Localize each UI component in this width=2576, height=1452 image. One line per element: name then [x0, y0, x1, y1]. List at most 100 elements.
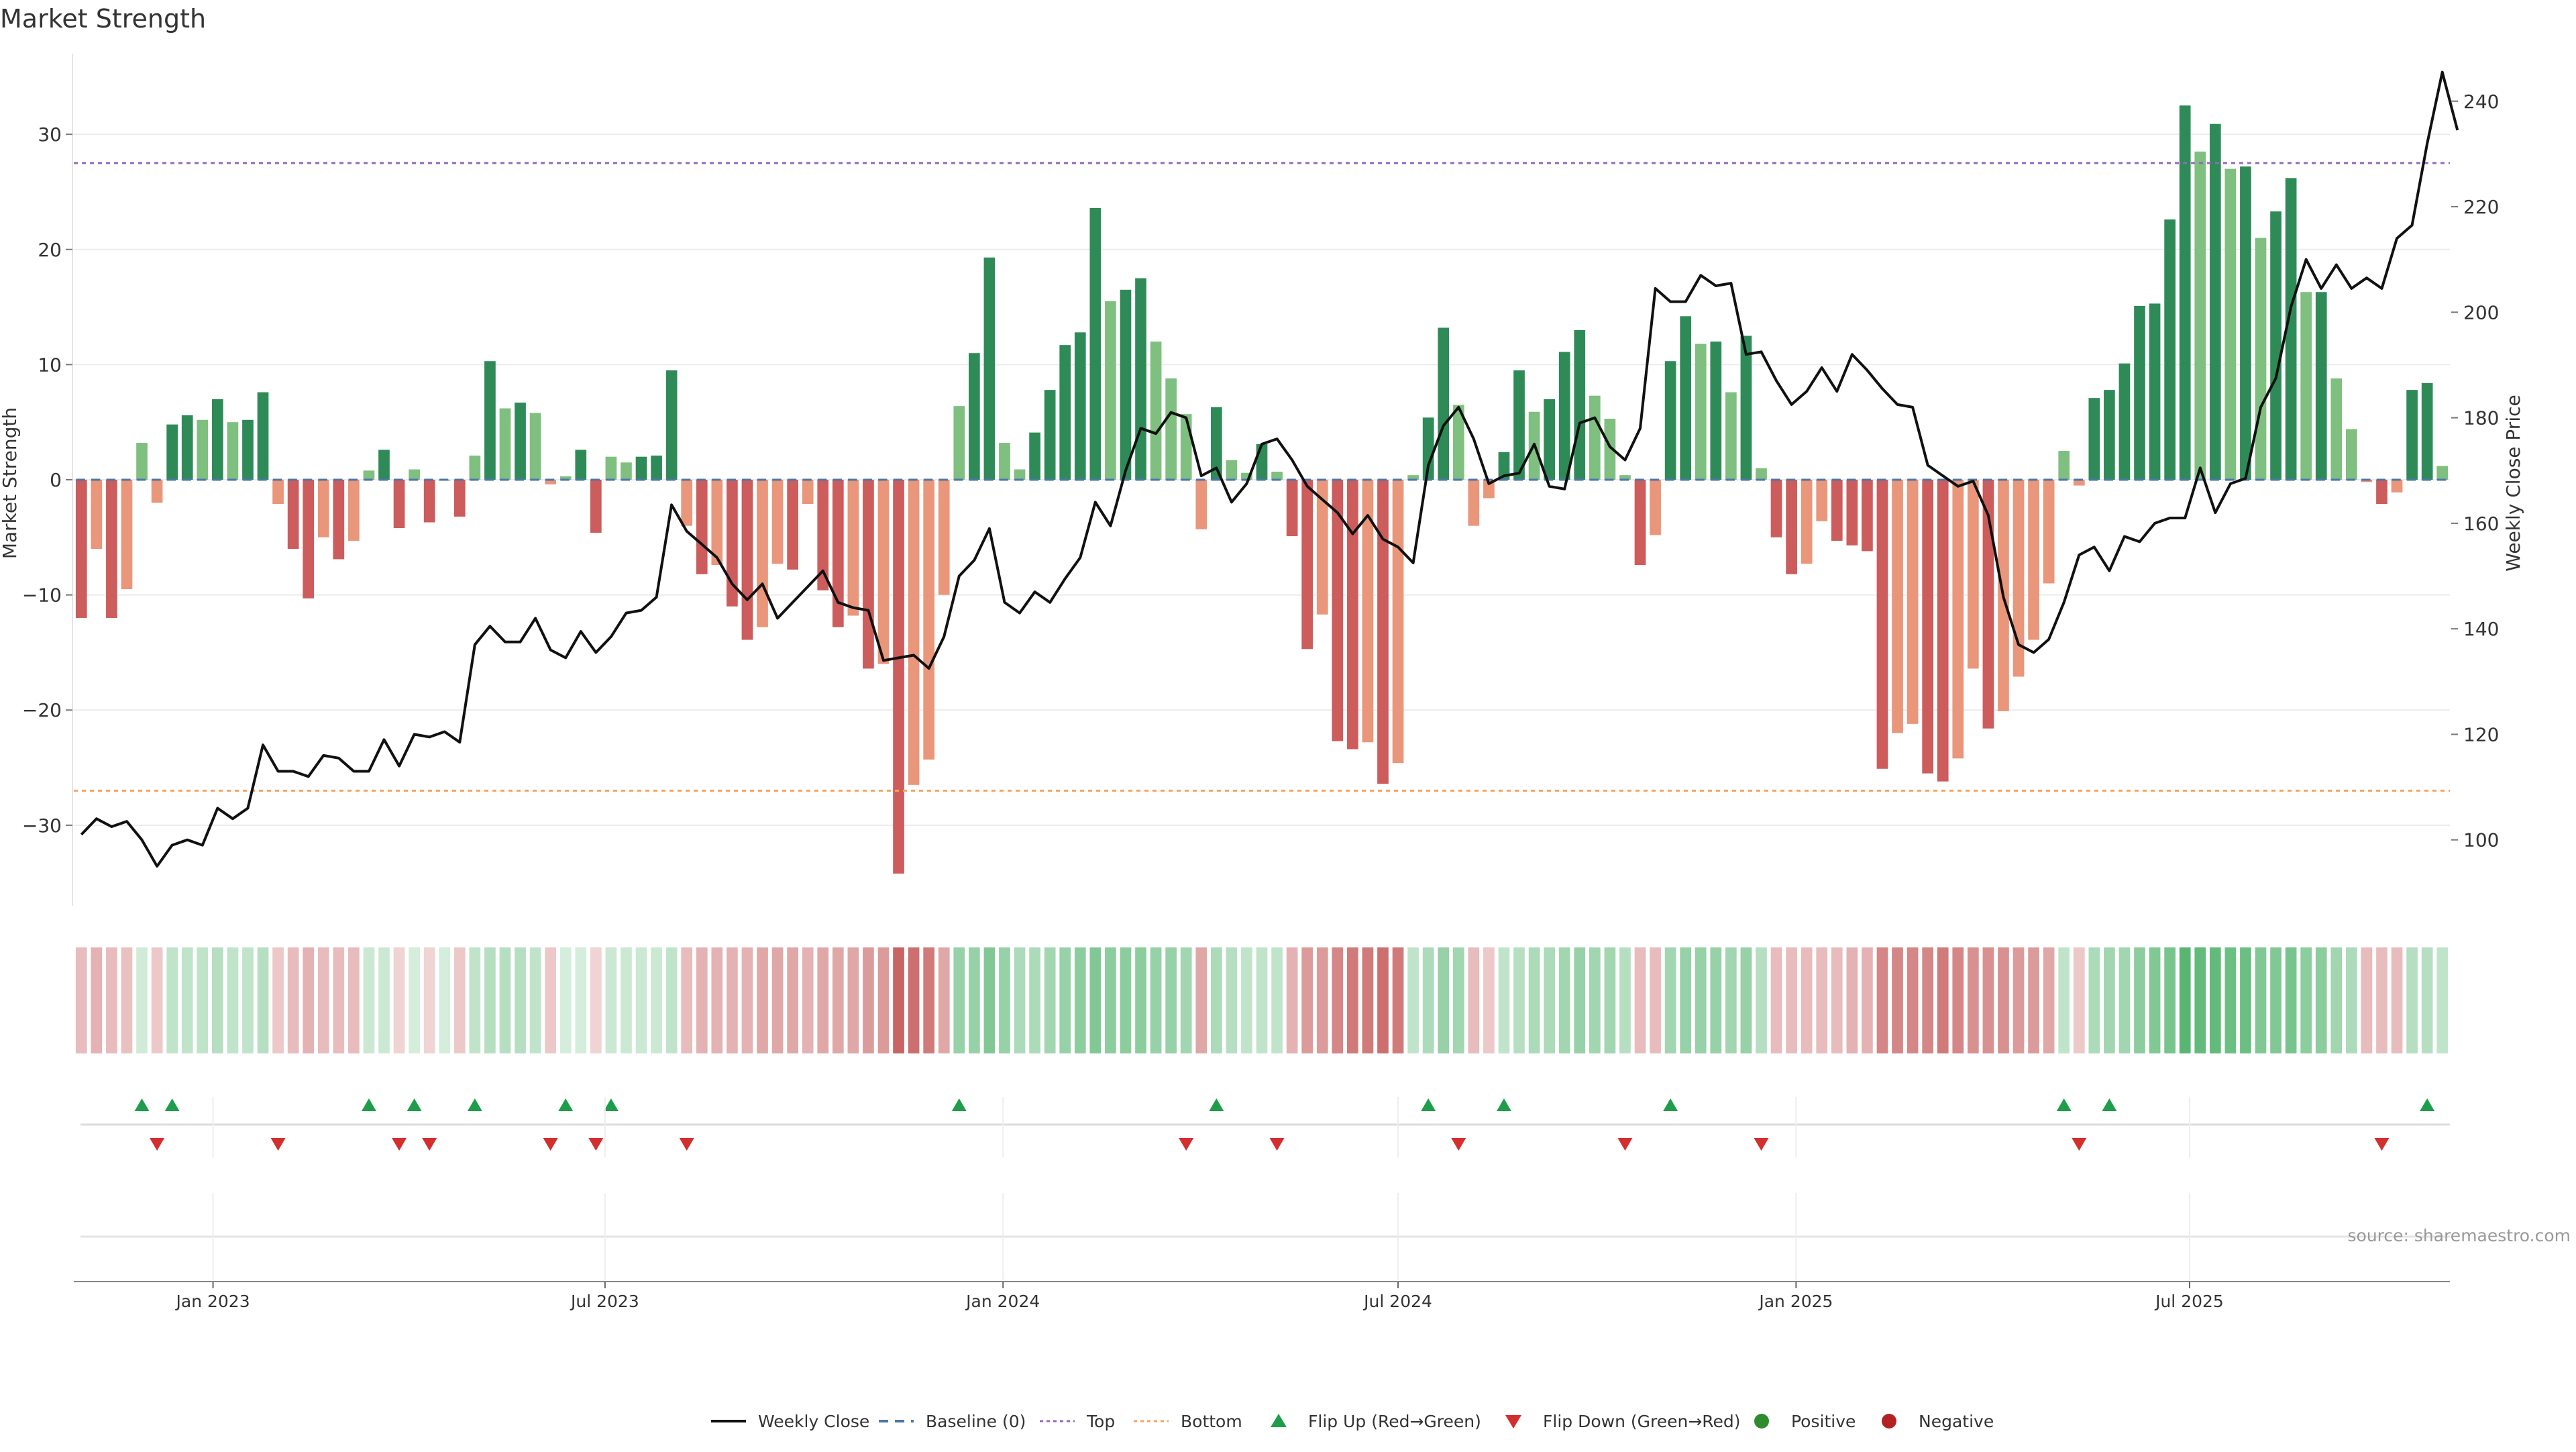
mood-cell — [151, 947, 163, 1053]
mood-cell — [1014, 947, 1026, 1053]
strength-bar — [1786, 480, 1797, 574]
x-tick-label: Jul 2025 — [2154, 1292, 2224, 1311]
mood-cell — [257, 947, 269, 1053]
flip-down-marker — [150, 1138, 165, 1151]
flip-down-marker — [543, 1138, 558, 1151]
legend-label: Positive — [1791, 1412, 1856, 1431]
strength-bar — [1407, 475, 1419, 480]
strength-bar — [2028, 480, 2039, 640]
mood-cell — [303, 947, 315, 1053]
strength-bar — [484, 361, 496, 480]
strength-bar — [272, 480, 284, 505]
strength-bar — [1846, 480, 1858, 546]
mood-cell — [121, 947, 133, 1053]
strength-bar — [2421, 382, 2433, 480]
right-tick-label: 180 — [2463, 407, 2499, 429]
legend-item-flip-down-green-red[interactable]: Flip Down (Green→Red) — [1505, 1412, 1741, 1431]
legend-item-flip-up-red-green[interactable]: Flip Up (Red→Green) — [1271, 1412, 1481, 1431]
mood-cell — [272, 947, 284, 1053]
mood-cell — [106, 947, 117, 1053]
legend-swatch-flip-down — [1505, 1415, 1521, 1429]
mood-cell — [211, 947, 223, 1053]
flip-down-marker — [422, 1138, 437, 1151]
legend-item-weekly-close[interactable]: Weekly Close — [711, 1412, 869, 1431]
strength-bar — [1907, 480, 1919, 724]
mood-cell — [1135, 947, 1146, 1053]
flip-down-marker — [2374, 1138, 2390, 1151]
mood-cell — [166, 947, 178, 1053]
strength-bar — [635, 456, 647, 480]
legend-item-top[interactable]: Top — [1040, 1412, 1115, 1431]
strength-bar — [166, 424, 178, 480]
legend-item-positive[interactable]: Positive — [1754, 1412, 1856, 1431]
right-tick-label: 220 — [2463, 196, 2499, 218]
mood-cell — [2058, 947, 2070, 1053]
strength-bar — [453, 480, 466, 517]
mood-cell — [741, 947, 753, 1053]
mood-cell — [863, 947, 874, 1053]
strength-bar — [1725, 392, 1737, 480]
strength-bar — [211, 399, 223, 480]
legend-label: Flip Up (Red→Green) — [1308, 1412, 1481, 1431]
strength-bar — [1059, 345, 1071, 480]
mood-cell — [469, 947, 481, 1053]
strength-bar — [1377, 480, 1389, 784]
mood-cell — [1347, 947, 1358, 1053]
left-tick-label: −10 — [22, 584, 62, 607]
flip-down-marker — [1617, 1138, 1633, 1151]
mood-cell — [2361, 947, 2373, 1053]
legend-item-negative[interactable]: Negative — [1882, 1412, 1994, 1431]
mood-cell — [1105, 947, 1116, 1053]
mood-cell — [1589, 947, 1601, 1053]
strength-bar — [303, 480, 315, 599]
left-tick-label: 20 — [38, 239, 62, 261]
strength-bar — [2255, 238, 2267, 480]
mood-cell — [1619, 947, 1631, 1053]
mood-cell — [1332, 947, 1344, 1053]
mood-cell — [1998, 947, 2009, 1053]
mood-cell — [817, 947, 829, 1053]
strength-bar — [469, 455, 481, 480]
strength-bar — [2240, 166, 2251, 480]
mood-cell — [938, 947, 950, 1053]
strength-bar — [2179, 105, 2191, 480]
mood-cell — [621, 947, 632, 1053]
strength-bar — [1770, 480, 1782, 537]
legend-swatch-positive — [1754, 1414, 1769, 1429]
strength-bar — [1195, 480, 1208, 529]
strength-bar — [423, 480, 435, 523]
legend-label: Top — [1086, 1412, 1115, 1431]
mood-cell — [2330, 947, 2343, 1053]
strength-bar — [651, 455, 662, 480]
strength-bar — [1513, 370, 1525, 480]
mood-cell — [1180, 947, 1192, 1053]
strength-bar — [2285, 178, 2297, 480]
strength-bar — [2270, 211, 2282, 480]
flip-up-marker — [2056, 1098, 2072, 1111]
strength-bar — [393, 480, 405, 529]
mood-cell — [1074, 947, 1086, 1053]
strength-bar — [817, 480, 829, 590]
legend-item-bottom[interactable]: Bottom — [1134, 1412, 1242, 1431]
mood-cell — [2194, 947, 2206, 1053]
strength-bar — [1483, 480, 1495, 499]
strength-bar — [515, 403, 526, 480]
strength-bar — [227, 422, 239, 480]
mood-cell — [1831, 947, 1843, 1053]
mood-cell — [2376, 947, 2387, 1053]
flip-up-marker — [164, 1098, 180, 1111]
mood-cell — [1210, 947, 1222, 1053]
mood-cell — [1483, 947, 1495, 1053]
x-tick-label: Jan 2025 — [1758, 1292, 1833, 1311]
mood-cell — [908, 947, 920, 1053]
strength-bar — [136, 443, 148, 480]
flip-up-marker — [1496, 1098, 1511, 1111]
mood-cell — [2240, 947, 2251, 1053]
flip-up-marker — [558, 1098, 574, 1111]
strength-bar — [287, 480, 299, 549]
legend-item-baseline-0[interactable]: Baseline (0) — [879, 1412, 1026, 1431]
mood-cell — [1816, 947, 1828, 1053]
mood-cell — [802, 947, 814, 1053]
